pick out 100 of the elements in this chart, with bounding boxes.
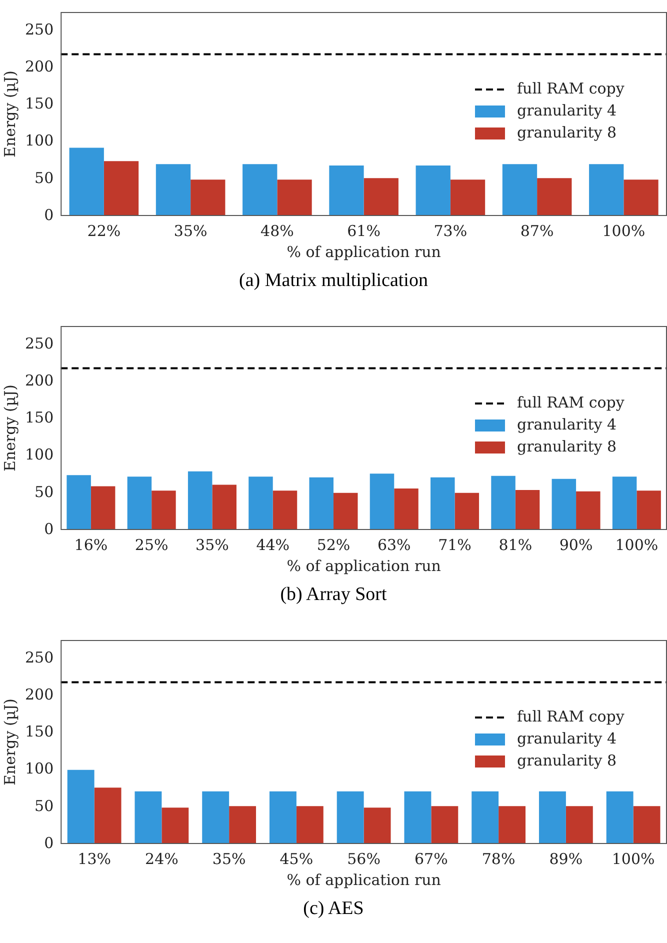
x-axis-title: % of application run — [286, 870, 442, 889]
bar — [69, 148, 104, 216]
y-tick-label: 250 — [24, 334, 54, 352]
x-tick-label: 78% — [482, 850, 516, 868]
legend-label: full RAM copy — [517, 393, 625, 412]
bar — [431, 806, 458, 844]
bar — [162, 808, 189, 844]
bar — [277, 180, 312, 216]
x-tick-label: 71% — [438, 536, 472, 554]
x-tick-label: 24% — [145, 850, 178, 868]
x-tick-label: 67% — [414, 850, 448, 868]
bar — [188, 471, 212, 530]
x-tick-label: 89% — [549, 850, 583, 868]
bar — [537, 178, 572, 216]
bar — [612, 476, 637, 530]
bar — [94, 788, 122, 844]
x-tick-label: 100% — [602, 222, 646, 240]
y-tick-label: 0 — [44, 520, 54, 538]
bar — [90, 486, 116, 530]
bar — [498, 806, 526, 844]
bar — [633, 806, 660, 844]
bar — [394, 488, 418, 530]
bar — [364, 178, 398, 216]
y-tick-label: 150 — [24, 94, 54, 113]
y-tick-label: 200 — [24, 372, 54, 390]
y-tick-label: 150 — [24, 408, 54, 427]
bar — [370, 474, 394, 530]
y-axis-title: Energy (µJ) — [0, 384, 19, 472]
y-tick-label: 50 — [34, 482, 54, 501]
bar — [430, 477, 455, 530]
bar — [472, 791, 499, 844]
y-tick-label: 200 — [24, 686, 54, 704]
x-axis-title: % of application run — [286, 556, 442, 575]
bar — [202, 791, 230, 844]
x-tick-label: 61% — [347, 222, 380, 240]
bar — [66, 475, 91, 530]
bar — [242, 164, 278, 216]
text: (a) Matrix multiplication — [238, 270, 429, 292]
bar — [589, 164, 624, 216]
x-tick-label: 81% — [498, 536, 532, 554]
x-tick-label: 35% — [174, 222, 208, 240]
legend-label: granularity 8 — [517, 437, 617, 456]
legend-label: granularity 4 — [517, 101, 617, 120]
y-tick-label: 0 — [44, 206, 54, 224]
bar — [364, 808, 391, 844]
y-tick-label: 250 — [24, 20, 54, 38]
bar — [134, 791, 162, 844]
bar — [606, 791, 634, 844]
y-tick-label: 0 — [44, 834, 54, 852]
y-axis-title: Energy (µJ) — [0, 698, 19, 786]
bar — [538, 791, 566, 844]
x-tick-label: 100% — [615, 536, 658, 554]
bar — [329, 166, 364, 216]
x-tick-label: 87% — [520, 222, 554, 240]
y-tick-label: 50 — [34, 168, 54, 187]
y-tick-label: 100 — [24, 446, 54, 464]
x-tick-label: 63% — [377, 536, 411, 554]
legend-label: granularity 4 — [517, 415, 617, 434]
x-tick-label: 44% — [256, 536, 290, 554]
bar — [552, 478, 576, 530]
y-tick-label: 150 — [24, 722, 54, 741]
bar — [229, 806, 256, 844]
bar — [491, 476, 516, 530]
bar — [272, 490, 298, 530]
bar — [212, 484, 236, 530]
x-axis-title: % of application run — [286, 242, 442, 261]
text: (c) AES — [302, 898, 365, 920]
bar — [104, 161, 139, 216]
y-tick-label: 200 — [24, 58, 54, 76]
bar — [624, 180, 658, 216]
x-tick-label: 52% — [316, 536, 350, 554]
bar — [156, 164, 191, 216]
y-tick-label: 50 — [34, 796, 54, 815]
text: (b) Array Sort — [279, 584, 388, 606]
bar — [67, 770, 94, 844]
bar — [127, 476, 152, 530]
x-tick-label: 22% — [87, 222, 121, 240]
x-tick-label: 100% — [612, 850, 655, 868]
bar — [450, 180, 486, 216]
y-axis-title: Energy (µJ) — [0, 70, 19, 158]
x-tick-label: 13% — [78, 850, 111, 868]
legend-label: granularity 8 — [517, 123, 617, 142]
x-tick-label: 45% — [280, 850, 314, 868]
bar — [309, 477, 334, 530]
bar — [333, 492, 358, 530]
bar — [576, 491, 600, 530]
x-tick-label: 25% — [134, 536, 168, 554]
x-tick-label: 48% — [260, 222, 294, 240]
bar — [454, 492, 480, 530]
bar — [636, 490, 661, 530]
x-tick-label: 35% — [196, 536, 229, 554]
x-tick-label: 35% — [212, 850, 246, 868]
y-tick-label: 250 — [24, 648, 54, 666]
bar — [248, 476, 273, 530]
bar — [502, 164, 538, 216]
legend-label: granularity 8 — [517, 751, 617, 770]
bar — [190, 180, 226, 216]
legend-label: granularity 4 — [517, 729, 617, 748]
bar — [296, 806, 324, 844]
legend-label: full RAM copy — [517, 707, 625, 726]
